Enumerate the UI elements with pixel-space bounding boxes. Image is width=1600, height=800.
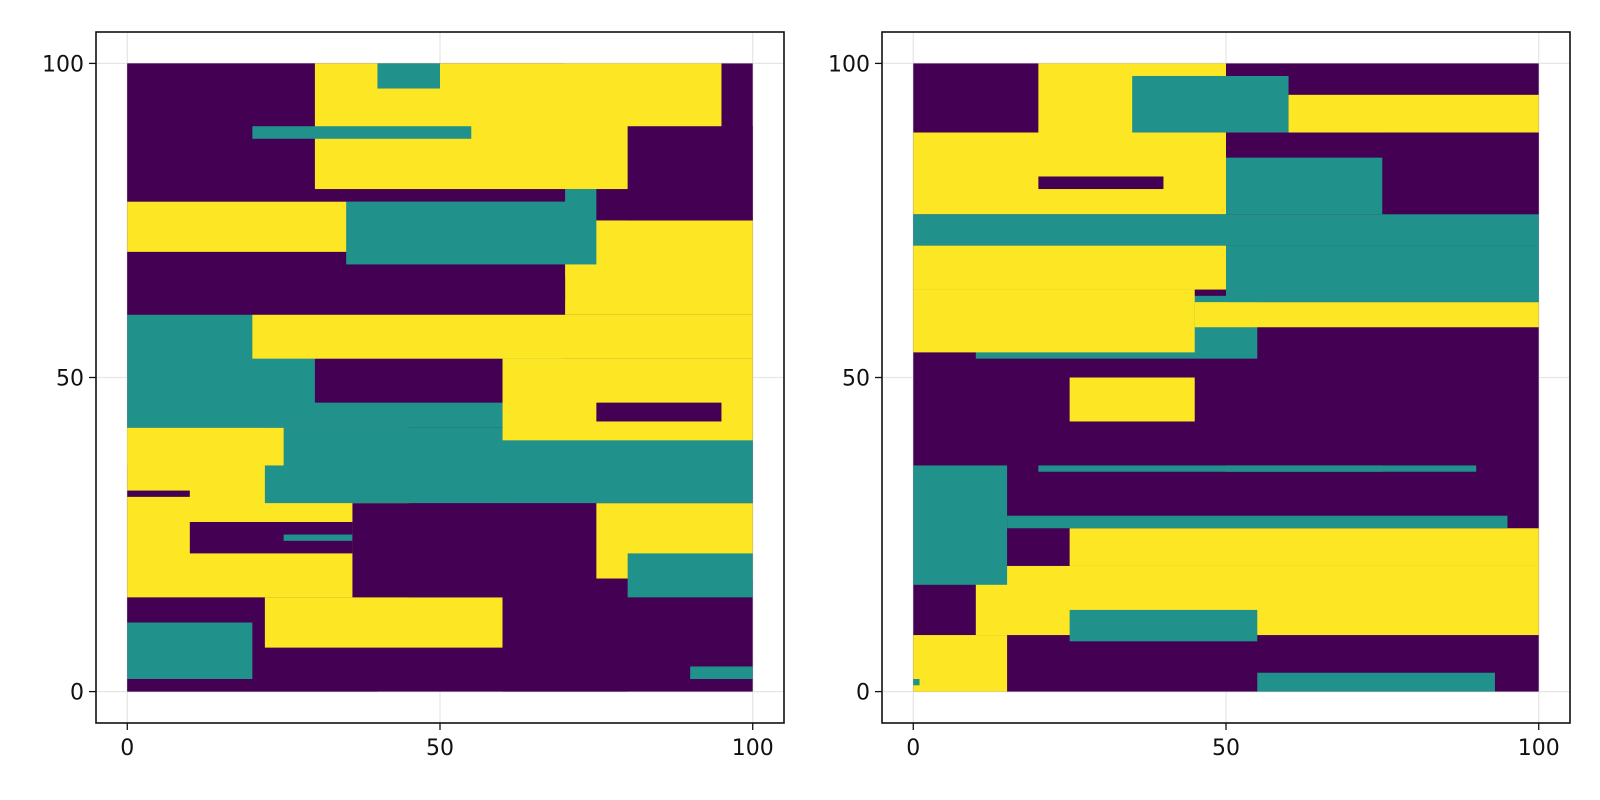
heatmap-region-cat-0 — [127, 679, 378, 692]
x-tick-label: 0 — [906, 736, 920, 761]
x-axis: 0 50 100 — [120, 723, 774, 761]
heatmap-region-cat-1 — [127, 622, 253, 680]
heatmap-region-cat-1 — [1226, 245, 1539, 303]
x-axis: 0 50 100 — [906, 723, 1560, 761]
heatmap-region-cat-2 — [252, 314, 753, 359]
y-tick-label: 50 — [56, 367, 84, 392]
heatmap-region-cat-0 — [127, 490, 190, 497]
heatmap-region-cat-1 — [1226, 157, 1383, 215]
heatmap-region-cat-0 — [596, 402, 722, 422]
x-tick-label: 50 — [1212, 736, 1240, 761]
heatmap-region-cat-1 — [1257, 672, 1495, 692]
heatmap-cells — [127, 63, 753, 692]
heatmap-region-cat-2 — [913, 635, 1008, 692]
heatmap-region-cat-1 — [1007, 515, 1508, 529]
heatmap-region-cat-2 — [1069, 377, 1195, 422]
heatmap-region-cat-1 — [1038, 465, 1383, 472]
heatmap-region-cat-2 — [913, 245, 1226, 290]
heatmap-region-cat-1 — [377, 63, 440, 89]
heatmap-region-cat-0 — [440, 276, 566, 303]
y-tick-label: 50 — [842, 367, 870, 392]
x-tick-label: 100 — [732, 736, 774, 761]
heatmap-region-cat-1 — [1069, 609, 1258, 642]
y-tick-label: 100 — [42, 52, 84, 77]
y-axis: 0 50 100 — [42, 52, 96, 706]
heatmap-region-cat-1 — [690, 666, 753, 680]
x-tick-label: 100 — [1518, 736, 1560, 761]
heatmap-region-cat-1 — [913, 214, 1539, 246]
heatmap-region-cat-2 — [1069, 528, 1539, 566]
heatmap-region-cat-2 — [1288, 94, 1539, 133]
y-tick-label: 0 — [856, 681, 870, 706]
y-tick-label: 0 — [70, 681, 84, 706]
heatmap-region-cat-0 — [627, 126, 753, 221]
heatmap-region-cat-2 — [264, 597, 503, 648]
heatmap-region-cat-1 — [252, 126, 472, 139]
heatmap-cells — [913, 63, 1539, 692]
heatmap-region-cat-0 — [1382, 132, 1539, 215]
heatmap-region-cat-0 — [352, 503, 503, 598]
heatmap-region-cat-1 — [1226, 465, 1477, 472]
heatmap-region-cat-2 — [913, 132, 1226, 215]
heatmap-region-cat-1 — [1132, 75, 1289, 133]
heatmap-region-cat-2 — [502, 358, 753, 441]
heatmap-region-cat-1 — [283, 534, 353, 541]
heatmap-region-cat-1 — [913, 679, 920, 686]
heatmap-region-cat-1 — [913, 465, 1008, 585]
y-axis: 0 50 100 — [828, 52, 882, 706]
heatmap-region-cat-2 — [913, 289, 1195, 353]
heatmap-panel-left: 0 50 100 0 50 100 — [42, 31, 785, 761]
heatmap-region-cat-0 — [1038, 176, 1164, 190]
x-tick-label: 0 — [120, 736, 134, 761]
heatmap-region-cat-0 — [314, 358, 503, 403]
x-tick-label: 50 — [426, 736, 454, 761]
heatmap-region-cat-1 — [346, 189, 597, 265]
heatmap-region-cat-2 — [127, 427, 284, 466]
heatmap-region-cat-2 — [1194, 302, 1539, 328]
heatmap-region-cat-1 — [627, 553, 753, 598]
heatmap-panel-right: 0 50 100 0 50 100 — [828, 31, 1571, 761]
y-tick-label: 100 — [828, 52, 870, 77]
